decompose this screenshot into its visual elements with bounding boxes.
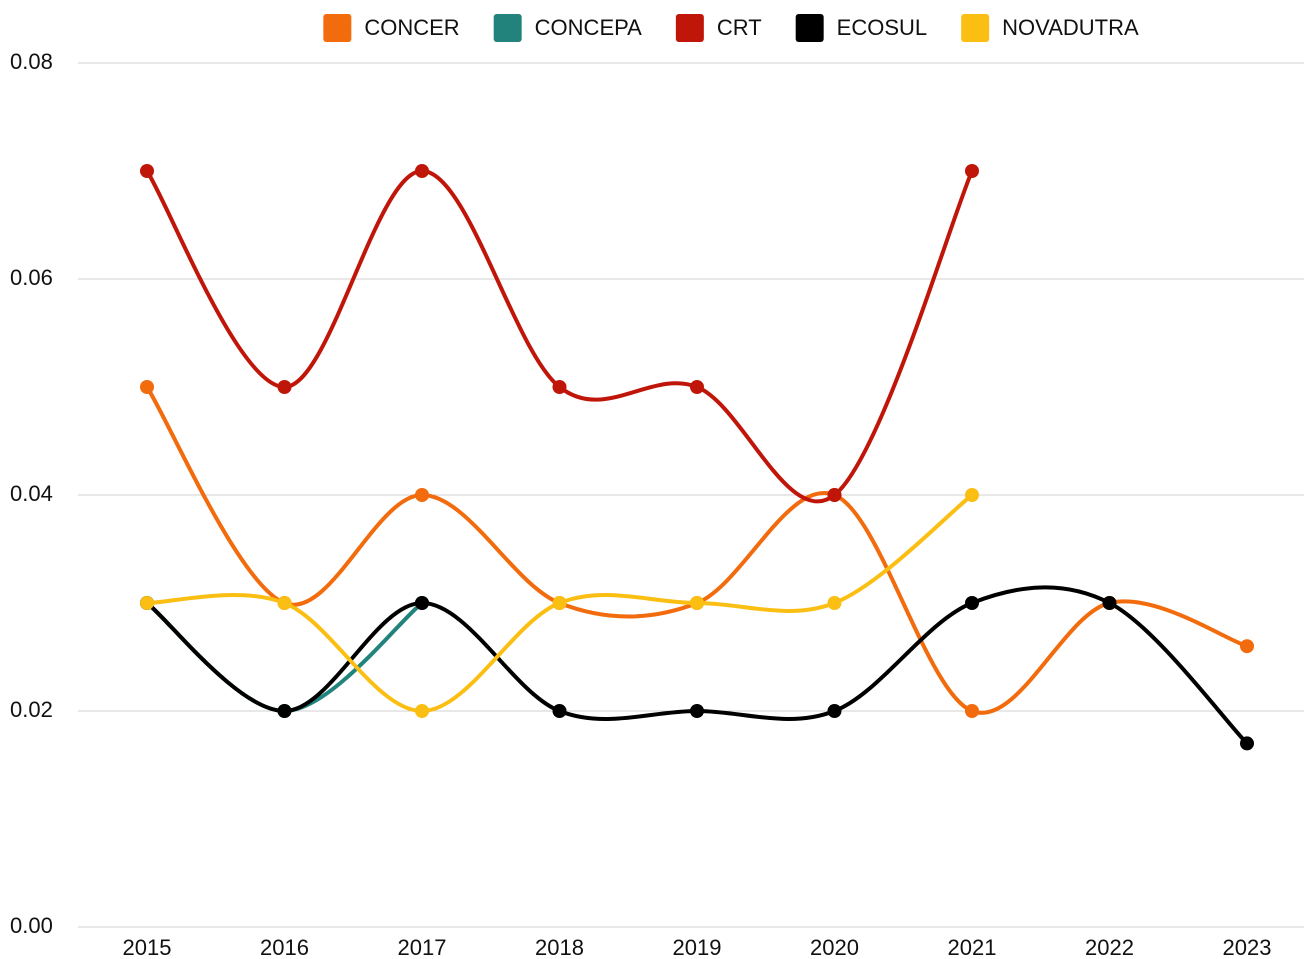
legend-item: ECOSUL <box>795 14 927 42</box>
data-point <box>1102 596 1117 610</box>
y-tick-label: 0.02 <box>10 697 53 722</box>
legend-swatch <box>675 14 704 42</box>
data-point <box>415 164 429 178</box>
series-line <box>145 168 974 504</box>
y-tick-label: 0.04 <box>10 481 53 506</box>
data-point <box>277 380 292 394</box>
y-tick-label: 0.00 <box>10 913 53 938</box>
legend-swatch <box>493 14 522 42</box>
x-tick-label: 2021 <box>948 935 997 959</box>
data-point <box>827 488 842 502</box>
data-point <box>277 596 292 610</box>
data-point <box>965 704 979 718</box>
data-point <box>140 596 154 610</box>
x-tick-label: 2022 <box>1085 935 1134 959</box>
series-line <box>145 585 1249 745</box>
data-point <box>552 380 567 394</box>
x-tick-label: 2020 <box>810 935 859 959</box>
data-point <box>552 704 567 718</box>
data-point <box>277 704 292 718</box>
legend-item: CRT <box>675 14 762 42</box>
series-line <box>145 601 424 714</box>
series-line <box>145 385 1248 715</box>
data-point <box>690 596 704 610</box>
data-point <box>1240 639 1254 654</box>
data-point <box>690 704 704 718</box>
legend-label: ECOSUL <box>837 15 927 40</box>
x-tick-label: 2018 <box>535 935 584 959</box>
data-point <box>965 596 979 610</box>
x-tick-label: 2017 <box>398 935 447 959</box>
data-point <box>827 704 842 718</box>
y-tick-label: 0.08 <box>10 49 53 74</box>
legend-label: CONCEPA <box>535 15 642 40</box>
legend-label: CONCER <box>364 15 459 40</box>
data-point <box>415 488 429 502</box>
data-point <box>140 380 154 394</box>
y-tick-label: 0.06 <box>10 265 53 290</box>
legend-swatch <box>323 14 352 42</box>
data-point <box>140 164 154 178</box>
legend-swatch <box>961 14 990 42</box>
legend-item: CONCER <box>323 14 460 42</box>
data-point <box>415 596 429 610</box>
legend-item: NOVADUTRA <box>961 14 1139 42</box>
x-tick-label: 2023 <box>1223 935 1272 959</box>
data-point <box>1240 736 1254 751</box>
legend-item: CONCEPA <box>493 14 642 42</box>
data-point <box>965 164 979 178</box>
x-tick-label: 2019 <box>673 935 722 959</box>
x-tick-label: 2015 <box>123 935 172 959</box>
data-point <box>827 596 842 610</box>
legend-label: NOVADUTRA <box>1002 15 1139 40</box>
legend-label: CRT <box>717 15 762 40</box>
data-point <box>965 488 979 502</box>
data-point <box>415 704 429 718</box>
data-point <box>552 596 567 610</box>
data-point <box>690 380 704 394</box>
x-tick-label: 2016 <box>260 935 309 959</box>
legend-swatch <box>795 14 824 42</box>
